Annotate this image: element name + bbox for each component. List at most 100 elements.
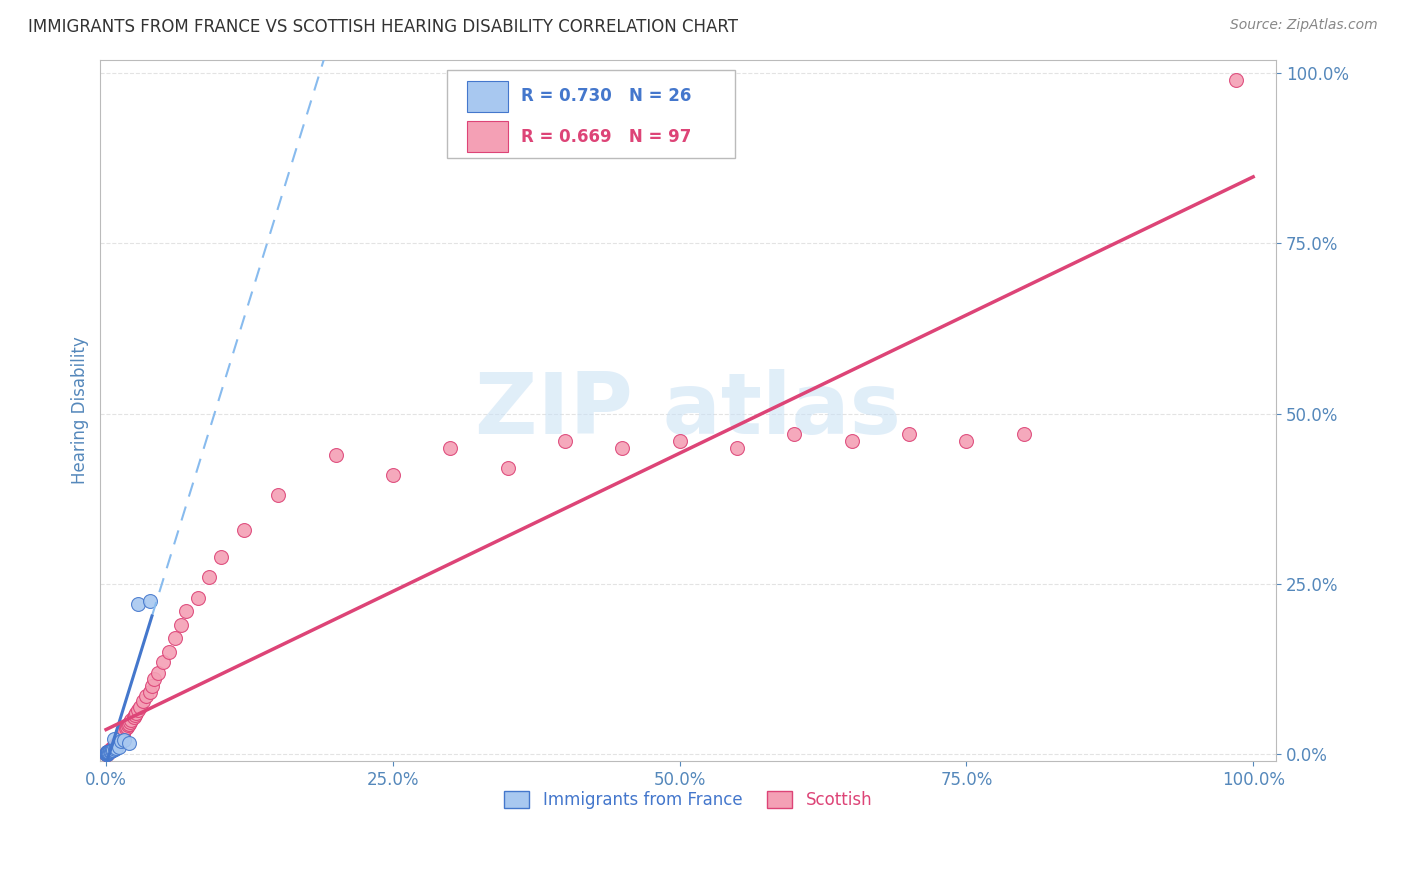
Text: IMMIGRANTS FROM FRANCE VS SCOTTISH HEARING DISABILITY CORRELATION CHART: IMMIGRANTS FROM FRANCE VS SCOTTISH HEARI… [28,18,738,36]
Point [120,714,142,729]
Point [105,738,128,752]
Point [97,745,120,759]
Point [96,746,118,760]
Point [97,745,120,759]
Point [96,746,118,760]
Point [96,746,118,760]
Point [1225,73,1247,87]
Legend: Immigrants from France, Scottish: Immigrants from France, Scottish [498,784,879,816]
Point [163,632,186,646]
Point [97,745,120,759]
Point [101,741,124,756]
Text: R = 0.669   N = 97: R = 0.669 N = 97 [522,128,692,145]
Point [152,656,174,670]
Point [97,745,120,759]
Point [100,742,122,756]
Point [96,747,118,761]
Point [112,725,135,739]
Point [115,720,138,734]
Point [232,523,254,537]
Point [267,488,290,502]
Point [668,434,690,448]
Point [1012,427,1035,442]
FancyBboxPatch shape [447,70,735,158]
Point [96,746,118,760]
Point [96,747,118,761]
Point [98,744,121,758]
Point [898,427,921,442]
Point [97,745,120,759]
Point [101,740,124,755]
Point [107,734,129,748]
Point [107,733,129,747]
Point [118,736,141,750]
Point [103,739,125,754]
Point [103,740,125,755]
Point [117,718,139,732]
Point [114,733,136,747]
Point [103,732,125,747]
Point [169,618,191,632]
Text: Source: ZipAtlas.com: Source: ZipAtlas.com [1230,18,1378,32]
Y-axis label: Hearing Disability: Hearing Disability [72,336,89,484]
Point [111,728,134,742]
Point [96,747,118,761]
Point [98,744,121,758]
Point [955,434,977,448]
Point [114,723,136,738]
Point [100,743,122,757]
Point [107,736,129,750]
Point [97,745,120,759]
Point [96,747,118,761]
Point [98,743,121,757]
Point [146,665,169,680]
Point [98,744,121,758]
Point [381,468,404,483]
Point [96,746,118,760]
FancyBboxPatch shape [467,121,509,152]
Point [135,690,157,704]
Point [105,741,128,756]
Point [108,731,131,746]
Point [138,594,160,608]
Point [96,747,118,761]
Point [97,745,120,759]
Point [127,598,149,612]
Point [96,745,118,759]
Point [124,707,146,722]
Point [97,745,120,759]
Point [96,745,118,759]
Point [143,673,166,687]
Point [96,746,118,760]
Point [101,741,124,756]
Point [97,745,120,759]
Point [105,737,128,751]
Point [104,739,127,753]
Point [98,744,121,758]
FancyBboxPatch shape [467,81,509,112]
Point [325,448,347,462]
Point [112,727,135,741]
Point [110,731,132,745]
Point [97,745,120,759]
Point [129,699,152,714]
Point [110,729,132,743]
Point [96,747,118,761]
Point [101,742,124,756]
Point [110,734,132,748]
Point [209,549,232,564]
Point [104,741,127,756]
Point [100,742,122,756]
Point [100,743,122,757]
Point [108,732,131,747]
Point [97,745,120,759]
Point [841,434,863,448]
Point [97,745,120,759]
Point [97,745,120,759]
Point [101,743,124,757]
Point [138,684,160,698]
Point [187,591,209,605]
Point [122,710,145,724]
Point [439,441,461,455]
Point [97,745,120,759]
